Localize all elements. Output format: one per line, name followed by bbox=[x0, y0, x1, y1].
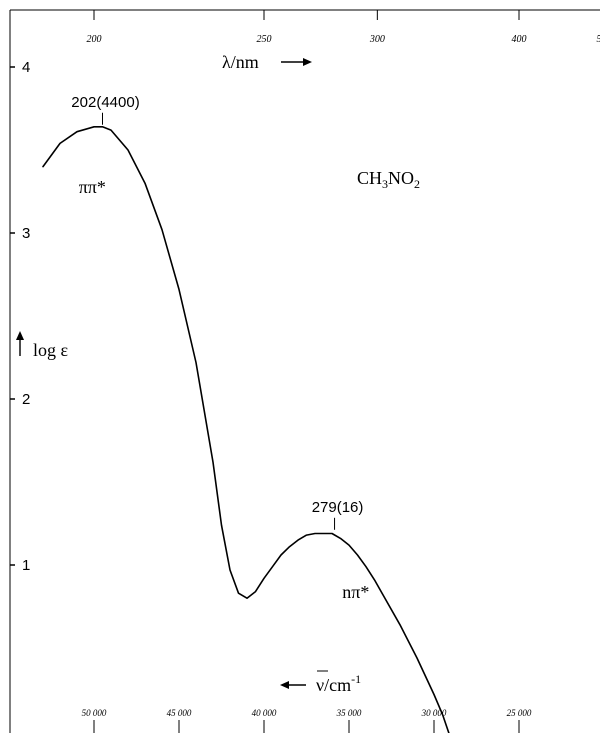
peak-label-1: 202(4400) bbox=[71, 94, 139, 111]
top-tick-label-250: 250 bbox=[257, 34, 272, 45]
bottom-axis-ticks: 50 000 45 000 40 000 35 000 30 000 25 000 bbox=[82, 708, 532, 733]
compound-formula: CH3NO2 bbox=[357, 168, 420, 191]
bottom-axis-label: ν/cm-1 bbox=[316, 672, 361, 695]
top-axis-label: λ/nm bbox=[222, 52, 259, 72]
peak-annotations: 202(4400) 279(16) bbox=[71, 94, 363, 530]
y-axis-label: log ε bbox=[33, 340, 69, 360]
bottom-tick-label-35000: 35 000 bbox=[336, 708, 362, 718]
compound-formula-sub-3: 3 bbox=[382, 177, 388, 191]
compound-formula-sub-2: 2 bbox=[414, 177, 420, 191]
bottom-tick-label-30000: 30 000 bbox=[421, 708, 447, 718]
band-label-1: ππ* bbox=[79, 177, 106, 197]
bottom-tick-label-40000: 40 000 bbox=[252, 708, 277, 718]
y-axis-ticks: 1 2 3 4 bbox=[10, 59, 30, 574]
top-axis-ticks: 200 250 300 400 500 bbox=[87, 10, 600, 45]
y-tick-label-2: 2 bbox=[22, 391, 30, 408]
top-axis-arrow-icon bbox=[281, 58, 312, 66]
bottom-tick-label-45000: 45 000 bbox=[167, 708, 192, 718]
compound-formula-no: NO bbox=[388, 168, 414, 188]
y-tick-label-4: 4 bbox=[22, 59, 30, 76]
top-tick-label-400: 400 bbox=[512, 34, 527, 45]
peak-label-2: 279(16) bbox=[312, 499, 364, 516]
band-label-2: nπ* bbox=[342, 582, 369, 602]
bottom-axis-label-sup: -1 bbox=[351, 672, 361, 686]
band-labels: ππ* nπ* bbox=[79, 177, 370, 602]
bottom-axis-label-nu: ν bbox=[316, 675, 324, 695]
y-tick-label-3: 3 bbox=[22, 225, 30, 242]
y-tick-label-1: 1 bbox=[22, 557, 30, 574]
y-axis-arrow-icon bbox=[16, 331, 24, 356]
absorption-curve bbox=[42, 126, 450, 733]
top-tick-label-300: 300 bbox=[369, 34, 385, 45]
bottom-tick-label-25000: 25 000 bbox=[507, 708, 532, 718]
bottom-axis-label-unit: /cm bbox=[324, 675, 351, 695]
top-tick-label-500: 500 bbox=[597, 34, 600, 45]
top-tick-label-200: 200 bbox=[87, 34, 102, 45]
bottom-tick-label-50000: 50 000 bbox=[82, 708, 107, 718]
bottom-axis-arrow-icon bbox=[280, 681, 306, 689]
compound-formula-ch: CH bbox=[357, 168, 382, 188]
